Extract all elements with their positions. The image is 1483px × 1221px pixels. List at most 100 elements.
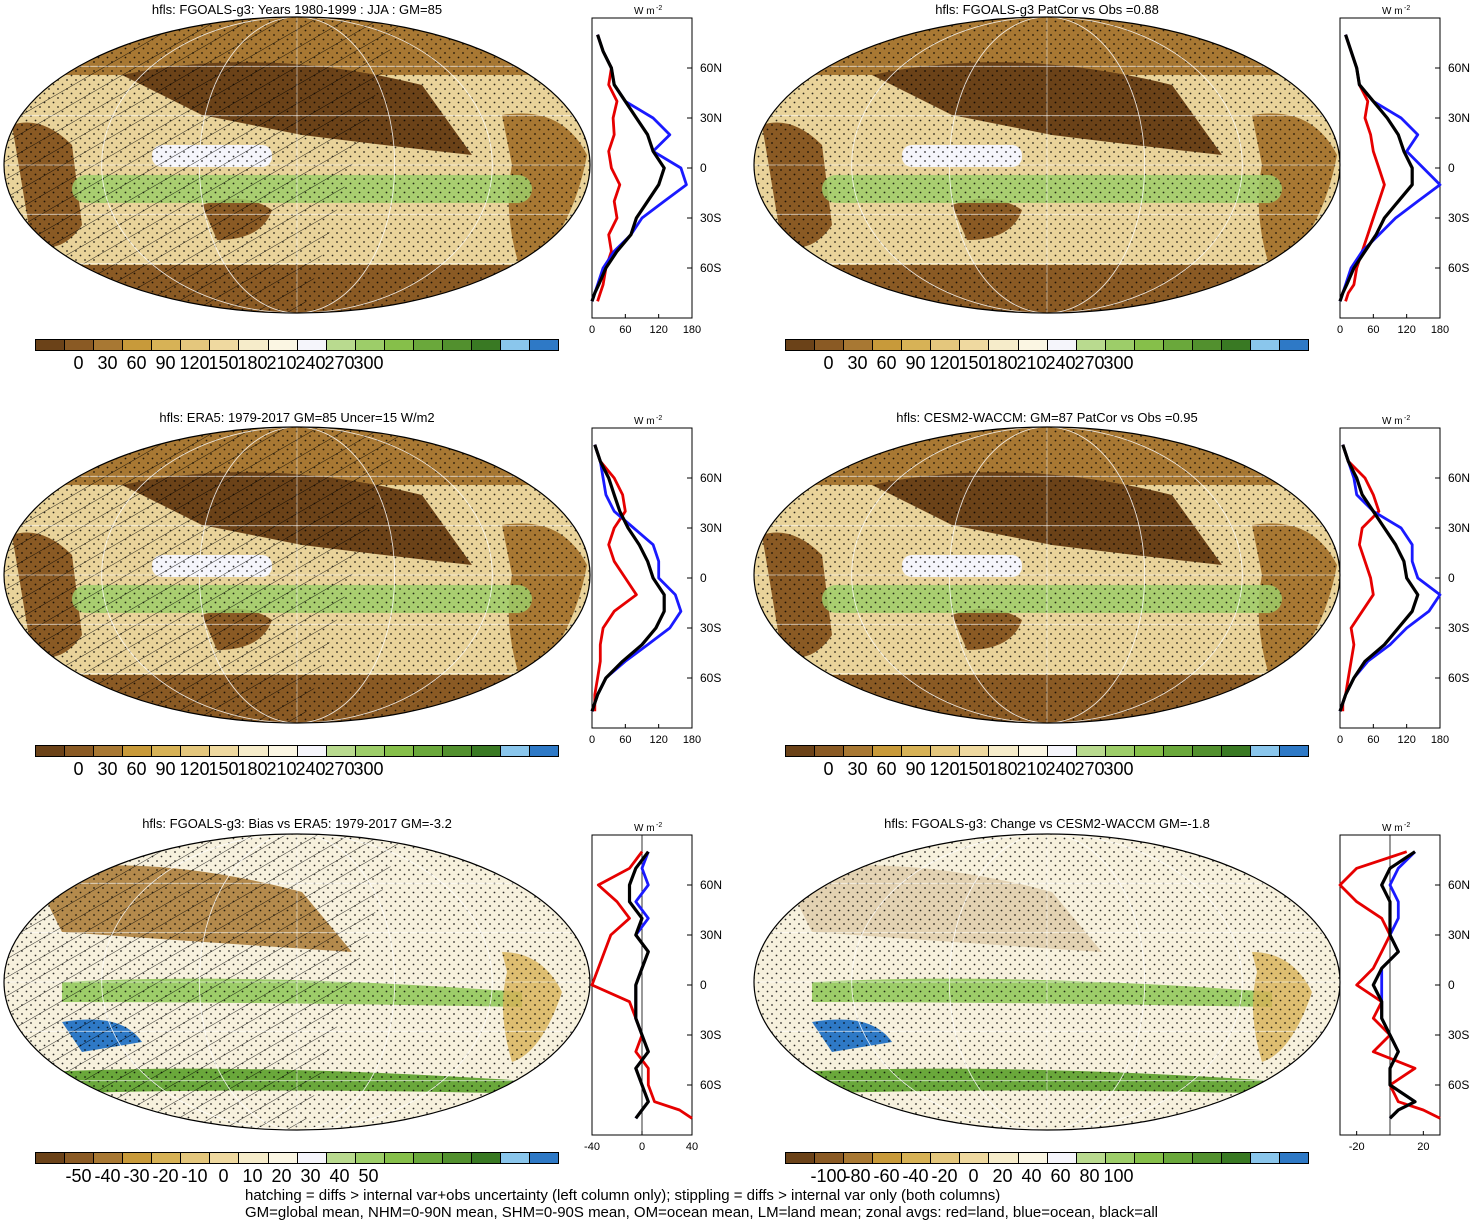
colorbar-swatch xyxy=(268,746,298,756)
colorbar xyxy=(35,745,559,757)
zonal-series-ocean xyxy=(1338,444,1442,712)
x-tick-label: 60 xyxy=(619,734,631,746)
colorbar-swatch xyxy=(94,340,124,350)
colorbar-swatch xyxy=(1105,1153,1135,1163)
colorbar-label: 270 xyxy=(1074,759,1105,779)
lat-label: 30N xyxy=(1448,928,1470,942)
colorbar-label: 240 xyxy=(1045,353,1076,373)
x-tick-label: 0 xyxy=(589,324,595,336)
colorbar-label: 150 xyxy=(208,759,239,779)
colorbar-label: 0 xyxy=(968,1166,979,1186)
colorbar-label: 20 xyxy=(992,1166,1013,1186)
colorbar-label: 240 xyxy=(295,759,326,779)
zonal-units-exp: -2 xyxy=(1404,415,1410,422)
colorbar-label: 90 xyxy=(905,759,926,779)
colorbar-swatch xyxy=(844,746,874,756)
colorbar-label: 150 xyxy=(208,353,239,373)
colorbar-swatch xyxy=(326,340,356,350)
colorbar-label: 40 xyxy=(1021,1166,1042,1186)
colorbar-label: 80 xyxy=(1079,1166,1100,1186)
colorbar-label: 0 xyxy=(73,759,84,779)
colorbar-label: 270 xyxy=(324,353,355,373)
colorbar-label: 0 xyxy=(823,759,834,779)
colorbar-label: 0 xyxy=(218,1166,229,1186)
zonal-series-land xyxy=(1341,444,1381,712)
colorbar-swatch xyxy=(1251,746,1281,756)
footnote-line-2: GM=global mean, NHM=0-90N mean, SHM=0-90… xyxy=(245,1204,1159,1221)
colorbar-swatch xyxy=(471,340,501,350)
x-tick-label: 120 xyxy=(649,324,667,336)
lat-label: 60S xyxy=(1448,1078,1469,1092)
zonal-series-ocean xyxy=(1338,34,1442,302)
colorbar-swatch xyxy=(1076,746,1106,756)
colorbar-swatch xyxy=(1280,1153,1309,1163)
colorbar-label: 30 xyxy=(847,353,868,373)
zonal-series-all xyxy=(1338,444,1420,712)
colorbar-swatch xyxy=(239,340,269,350)
colorbar-swatch xyxy=(181,340,211,350)
colorbar-swatch xyxy=(65,340,95,350)
colorbar-swatch xyxy=(1163,340,1193,350)
x-tick-label: 60 xyxy=(1367,734,1379,746)
zonal-units: W m xyxy=(1382,6,1403,17)
colorbar-swatch xyxy=(902,1153,932,1163)
colorbar-swatch xyxy=(152,746,182,756)
lat-label: 0 xyxy=(1448,161,1455,175)
colorbar-swatch xyxy=(384,746,414,756)
colorbar-swatch xyxy=(210,1153,240,1163)
colorbar-swatch xyxy=(268,340,298,350)
colorbar-swatch xyxy=(815,1153,845,1163)
colorbar-swatch xyxy=(989,746,1019,756)
zonal-mean-chart: W m -2 60N 30N 0 30S 60S 0 60 120 180 xyxy=(589,415,722,746)
colorbar-swatch xyxy=(786,746,816,756)
lat-label: 60N xyxy=(700,878,722,892)
colorbar-swatch xyxy=(1134,746,1164,756)
colorbar-swatch xyxy=(1018,746,1048,756)
colorbar-swatch xyxy=(239,746,269,756)
colorbar-swatch xyxy=(210,340,240,350)
colorbar-swatch xyxy=(1192,746,1222,756)
colorbar xyxy=(785,339,1309,351)
lat-label: 60S xyxy=(1448,261,1469,275)
colorbar-label: -10 xyxy=(181,1166,208,1186)
colorbar-swatch xyxy=(355,340,385,350)
colorbar-swatch xyxy=(355,746,385,756)
lat-label: 30S xyxy=(1448,621,1469,635)
colorbar-swatch xyxy=(442,1153,472,1163)
colorbar-label: 120 xyxy=(179,353,210,373)
colorbar-swatch xyxy=(65,1153,95,1163)
colorbar-label: -60 xyxy=(873,1166,900,1186)
world-map xyxy=(753,833,1341,1131)
lat-label: 0 xyxy=(700,978,707,992)
colorbar-swatch xyxy=(152,1153,182,1163)
world-map xyxy=(3,426,591,724)
world-map xyxy=(3,16,591,314)
colorbar-swatch xyxy=(1221,746,1251,756)
colorbar-label: 180 xyxy=(237,759,268,779)
lat-label: 60N xyxy=(700,61,722,75)
colorbar-swatch xyxy=(384,1153,414,1163)
x-tick-label: 180 xyxy=(683,734,701,746)
zonal-units-exp: -2 xyxy=(656,5,662,12)
colorbar-swatch xyxy=(36,746,66,756)
lat-label: 60N xyxy=(1448,61,1470,75)
colorbar-swatch xyxy=(1105,340,1135,350)
lat-label: 30S xyxy=(700,1028,721,1042)
lat-label: 60S xyxy=(1448,671,1469,685)
lat-label: 30S xyxy=(1448,211,1469,225)
colorbar-swatch xyxy=(1105,746,1135,756)
colorbar-swatch xyxy=(931,1153,961,1163)
footnote-line-1: hatching = diffs > internal var+obs unce… xyxy=(245,1187,1001,1204)
x-tick-label: 180 xyxy=(683,324,701,336)
colorbar-swatch xyxy=(1280,340,1309,350)
colorbar-swatch xyxy=(326,746,356,756)
colorbar-swatch xyxy=(873,746,903,756)
colorbar-label: 300 xyxy=(1103,759,1134,779)
colorbar-swatch xyxy=(530,746,559,756)
zonal-units: W m xyxy=(1382,823,1403,834)
zonal-units: W m xyxy=(1382,416,1403,427)
colorbar-swatch xyxy=(1192,340,1222,350)
panel-title: hfls: CESM2-WACCM: GM=87 PatCor vs Obs =… xyxy=(896,410,1198,425)
panel-title: hfls: FGOALS-g3: Years 1980-1999 : JJA :… xyxy=(151,2,443,17)
colorbar-swatch xyxy=(960,1153,990,1163)
